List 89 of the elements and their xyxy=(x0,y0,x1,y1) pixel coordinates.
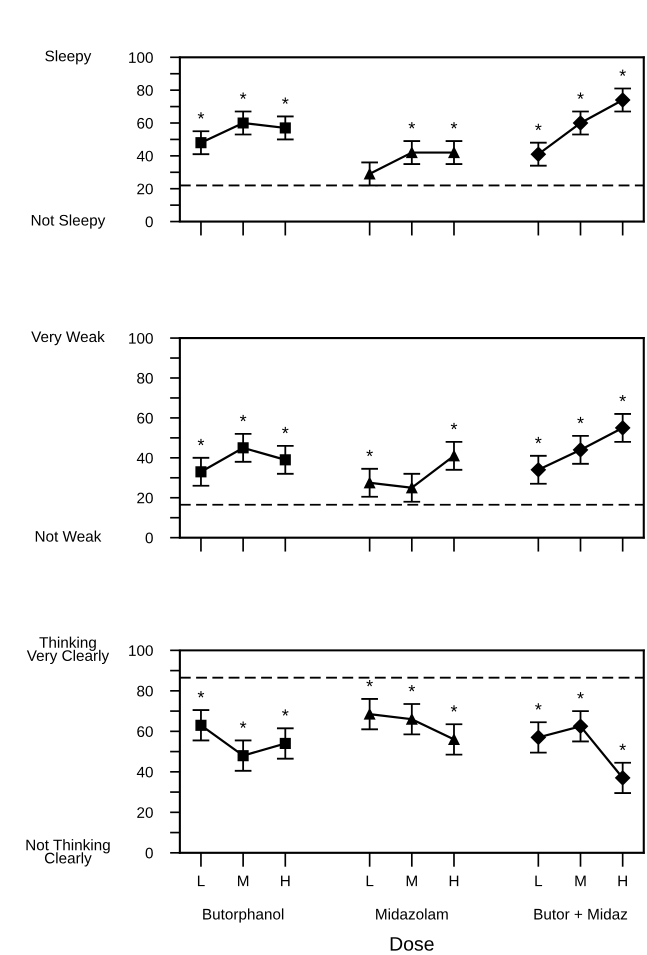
x-tick-label: L xyxy=(366,876,374,886)
data-label: * xyxy=(619,744,626,750)
y-tick-label: 0 xyxy=(146,532,153,544)
point xyxy=(280,122,291,134)
y-tick-label: 100 xyxy=(129,332,153,344)
point xyxy=(615,420,630,436)
data-label: * xyxy=(198,691,204,698)
data-label: * xyxy=(366,450,373,456)
point xyxy=(572,718,588,734)
point xyxy=(448,147,460,158)
y-tick-label: 20 xyxy=(137,492,153,504)
data-label: * xyxy=(450,422,458,430)
x-tick-label: H xyxy=(618,876,627,886)
text: Midazolam xyxy=(376,908,448,920)
text: Butor + Midaz xyxy=(534,908,628,920)
data-label: * xyxy=(408,685,416,692)
y-tick-label: 0 xyxy=(146,216,153,228)
point xyxy=(238,750,249,762)
point xyxy=(530,730,546,745)
point xyxy=(406,147,418,158)
text: Butorphanol xyxy=(203,908,284,923)
y-tick-label: 20 xyxy=(137,807,153,818)
point xyxy=(280,454,291,466)
data-label: * xyxy=(535,703,542,710)
x-tick-label: M xyxy=(406,876,417,886)
point xyxy=(195,137,207,148)
point xyxy=(238,442,249,454)
y-tick-label: 20 xyxy=(137,184,153,194)
y-tick-label: 100 xyxy=(129,52,153,63)
point xyxy=(448,450,460,462)
point xyxy=(238,117,249,129)
data-label: * xyxy=(577,416,584,424)
point xyxy=(364,708,376,720)
data-label: * xyxy=(450,705,458,712)
text: Thinking Very Clearly xyxy=(26,636,110,664)
text: Very Weak xyxy=(31,330,105,346)
data-label: * xyxy=(619,394,626,402)
point xyxy=(530,462,546,478)
point xyxy=(280,738,291,750)
data-label: * xyxy=(577,92,584,99)
point xyxy=(364,168,376,180)
data-label: * xyxy=(240,414,246,422)
x-tick-label: L xyxy=(198,876,205,886)
y-tick-label: 60 xyxy=(137,412,153,424)
y-tick-label: 40 xyxy=(136,452,153,464)
x-tick-label: M xyxy=(575,876,586,886)
point xyxy=(572,442,588,458)
data-label: * xyxy=(535,124,542,130)
data-label: * xyxy=(535,436,542,444)
y-tick-label: 80 xyxy=(137,85,153,96)
point xyxy=(406,714,418,725)
point xyxy=(530,146,546,162)
data-label: * xyxy=(619,70,626,76)
point xyxy=(615,92,630,108)
text: Sleepy xyxy=(45,50,92,64)
data-label: * xyxy=(198,112,204,119)
point xyxy=(448,734,460,745)
y-tick-label: 40 xyxy=(136,150,153,162)
x-tick-label: M xyxy=(238,876,248,886)
y-tick-label: 100 xyxy=(129,645,153,656)
x-tick-label: L xyxy=(535,876,542,886)
data-label: * xyxy=(408,122,416,128)
y-tick-label: 60 xyxy=(137,726,153,738)
y-tick-label: 80 xyxy=(137,372,153,384)
point xyxy=(406,482,418,494)
y-tick-label: 0 xyxy=(146,848,153,858)
data-label: * xyxy=(198,438,204,446)
x-tick-label: H xyxy=(450,876,458,886)
data-label: * xyxy=(282,426,289,434)
data-label: * xyxy=(240,722,246,728)
data-label: * xyxy=(450,122,458,128)
point xyxy=(195,720,207,731)
point xyxy=(615,770,630,786)
text: Not Sleepy xyxy=(32,214,106,229)
data-label: * xyxy=(240,92,246,99)
y-tick-label: 40 xyxy=(136,766,153,778)
data-label: * xyxy=(577,692,584,698)
text: Not Thinking Clearly xyxy=(26,839,110,867)
data-label: * xyxy=(282,97,289,104)
point xyxy=(572,115,588,131)
point xyxy=(364,477,376,488)
point xyxy=(195,466,207,478)
x-axis-title: Dose xyxy=(390,937,434,951)
y-tick-label: 80 xyxy=(137,686,153,697)
y-tick-label: 60 xyxy=(137,118,153,129)
text: Not Weak xyxy=(36,530,102,542)
x-tick-label: H xyxy=(281,876,290,886)
data-label: * xyxy=(366,680,373,686)
data-label: * xyxy=(282,709,289,716)
